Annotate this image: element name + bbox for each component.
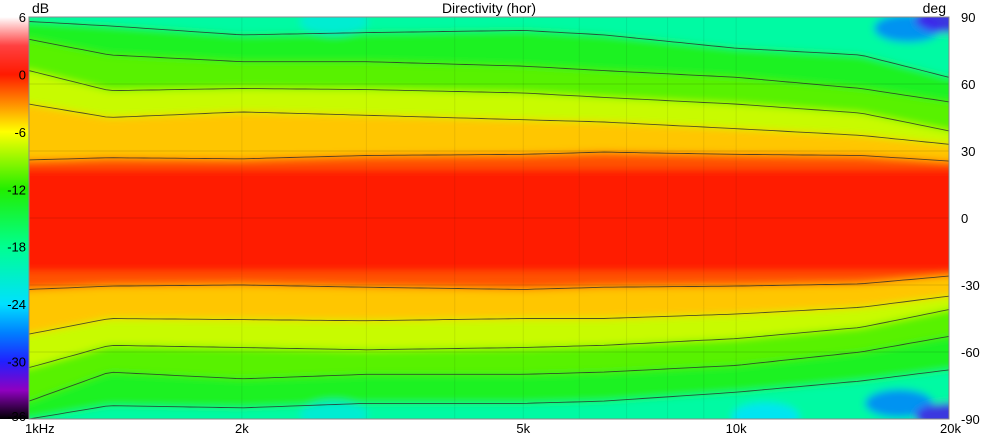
heatmap-cold-spot [865, 389, 934, 418]
x-axis: 1kHz 2k 5k 10k 20k [25, 421, 961, 436]
colorbar-tick-label: 0 [19, 67, 26, 82]
colorbar-tick-label: -12 [7, 182, 26, 197]
contour-line [29, 103, 949, 145]
contour-line [29, 335, 949, 402]
y-tick-label: -90 [961, 412, 980, 427]
plot-frame [28, 16, 950, 420]
contour-line [29, 275, 949, 290]
colorbar-tick-label: 6 [19, 10, 26, 25]
chart-title: Directivity (hor) [442, 0, 536, 16]
x-tick-label: 20k [940, 421, 961, 436]
y-axis-right: 90 60 30 0 -30 -60 -90 [961, 10, 980, 427]
colorbar-tick-label: -6 [14, 125, 26, 140]
colorbar-unit-label: dB [32, 0, 49, 16]
colorbar [0, 17, 29, 419]
contour-line [29, 70, 949, 132]
x-tick-label: 5k [516, 421, 530, 436]
colorbar-tick-label: -36 [7, 409, 26, 424]
contour-line [29, 295, 949, 335]
heatmap-area [29, 17, 949, 419]
x-tick-label: 10k [726, 421, 747, 436]
y-tick-label: 90 [961, 10, 975, 25]
contour-line [29, 21, 949, 78]
colorbar-tick-label: -18 [7, 240, 26, 255]
colorbar-tick-label: -30 [7, 355, 26, 370]
contour-line [29, 151, 949, 162]
y-tick-label: -30 [961, 278, 980, 293]
colorbar-axis: 6 0 -6 -12 -18 -24 -30 -36 [7, 10, 26, 424]
contour-line [29, 369, 949, 419]
y-tick-label: 60 [961, 77, 975, 92]
heatmap-band [29, 168, 949, 272]
heatmap-cold-spot [731, 402, 800, 419]
x-tick-label: 2k [235, 421, 249, 436]
heatmap-cold-spot [300, 17, 368, 36]
contour-line [29, 309, 949, 369]
y-axis-unit-label: deg [923, 0, 946, 16]
y-tick-label: 0 [961, 211, 968, 226]
x-tick-label: 1kHz [25, 421, 55, 436]
y-tick-label: 30 [961, 144, 975, 159]
contour-line [29, 38, 949, 103]
colorbar-tick-label: -24 [7, 297, 26, 312]
heatmap-cold-spot [915, 17, 949, 34]
heatmap-cold-spot [915, 402, 949, 419]
y-tick-label: -60 [961, 345, 980, 360]
